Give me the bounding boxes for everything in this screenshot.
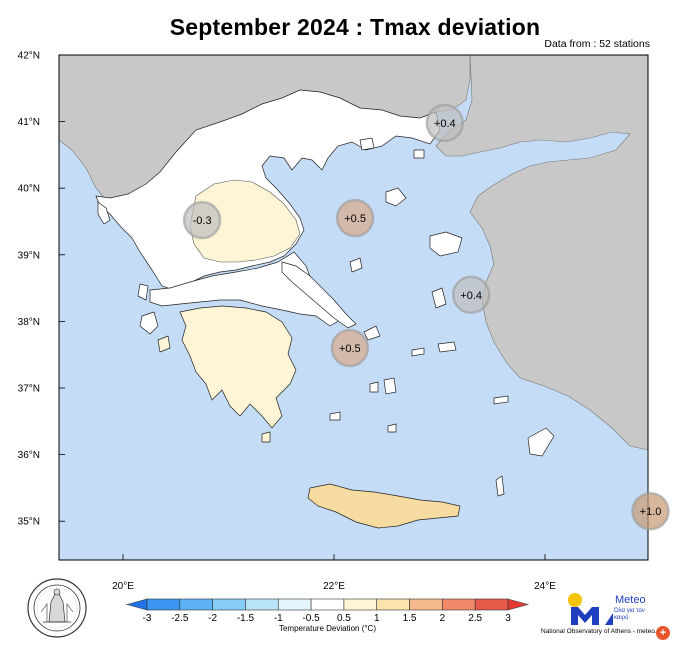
colorbar-segment (179, 598, 213, 611)
colorbar-segment (245, 598, 279, 611)
station-circle (425, 103, 465, 143)
colorbar-segment (474, 598, 509, 611)
station-bubble: +0.5 (335, 198, 375, 238)
turkey-land (435, 55, 648, 451)
colorbar-tick-label: -3 (143, 613, 152, 624)
longitude-axis: 20°E22°E24°E26°E28°E (112, 554, 556, 592)
station-value: +1.0 (640, 506, 662, 518)
lat-label: 36°N (18, 450, 40, 461)
karpathos-island (495, 475, 505, 497)
colorbar-tick-label: -1 (274, 613, 283, 624)
map-title: September 2024 : Tmax deviation (169, 14, 541, 40)
lat-label: 38°N (18, 317, 40, 328)
lat-label: 42°N (18, 51, 40, 62)
naxos-island (383, 377, 397, 395)
colorbar-segment (442, 598, 476, 611)
colorbar-high-arrow (507, 598, 530, 611)
colorbar-tick-label: 0.5 (337, 613, 351, 624)
station-value: +0.4 (460, 290, 482, 302)
rhodes-island (527, 427, 555, 457)
meteo-logo (568, 593, 613, 625)
station-circle (182, 200, 222, 240)
lat-label: 41°N (18, 117, 40, 128)
station-value: +0.5 (344, 213, 366, 225)
station-count: Data from : 52 stations (544, 38, 650, 50)
colorbar-segment (409, 598, 443, 611)
andros-island (363, 325, 381, 341)
meteo-tagline: Όλα για τον καιρό (614, 608, 645, 621)
colorbar-segment (146, 598, 181, 611)
crete-island (307, 483, 461, 529)
colorbar-tick-label: -2.5 (171, 613, 189, 624)
station-value: +0.5 (339, 343, 361, 355)
station-value: +0.4 (434, 118, 456, 130)
lefkada-island (137, 283, 149, 301)
lat-label: 39°N (18, 250, 40, 261)
thasos-island (359, 137, 375, 151)
colorbar-tick-label: -1.5 (237, 613, 255, 624)
colorbar-segment (310, 598, 345, 611)
colorbar-segment (212, 598, 246, 611)
lesbos-island (429, 231, 463, 257)
colorbar-segment (343, 598, 378, 611)
peloponnese-region (179, 305, 297, 429)
station-bubble: +0.4 (425, 103, 465, 143)
colorbar-tick-label: -0.5 (302, 613, 320, 624)
colorbar: -3 -2.5 -2 -1.5 -1 -0.5 0.5 1 1.5 2 2.5 3 Temperatur… (125, 598, 530, 633)
milos-island (329, 411, 341, 421)
lat-label: 40°N (18, 184, 40, 195)
lat-label: 35°N (18, 517, 40, 528)
zoom-in-icon[interactable]: + (656, 626, 670, 640)
skyros-island (349, 257, 363, 273)
map-frame (58, 54, 649, 561)
lon-label: 22°E (323, 581, 345, 592)
station-bubble: +0.4 (451, 275, 491, 315)
station-value: -0.3 (193, 215, 212, 227)
station-circle (631, 491, 670, 531)
meteo-brand-name: Meteo (615, 594, 646, 606)
santorini-island (387, 423, 397, 433)
samothrace-island (413, 149, 425, 159)
latitude-axis: 42°N 41°N 40°N 39°N 38°N 37°N 36°N 35°N (18, 51, 65, 528)
station-bubble: -0.3 (182, 200, 222, 240)
colorbar-tick-label: 1.5 (403, 613, 417, 624)
colorbar-tick-label: -2 (208, 613, 217, 624)
lon-label: 20°E (112, 581, 134, 592)
colorbar-tick-label: 3 (505, 613, 511, 624)
chios-island (431, 287, 447, 309)
station-circle (451, 275, 491, 315)
station-circle (335, 198, 375, 238)
noa-seal-logo (27, 578, 87, 638)
paros-island (369, 381, 379, 393)
zakynthos-island (157, 335, 171, 353)
kythira-island (261, 431, 271, 443)
colorbar-tick-label: 1 (374, 613, 380, 624)
euboea-island (281, 261, 357, 329)
colorbar-segment (277, 598, 312, 611)
kefalonia-island (139, 311, 159, 335)
station-bubble: +0.5 (330, 328, 370, 368)
corfu-island (97, 201, 111, 225)
noa-credit: National Observatory of Athens - meteo.g… (541, 628, 659, 635)
colorbar-low-arrow (125, 598, 148, 611)
lon-label: 24°E (534, 581, 556, 592)
station-circle (330, 328, 370, 368)
colorbar-label: Temperature Deviation (°C) (279, 624, 376, 633)
ikaria-island (411, 347, 425, 357)
colorbar-tick-label: 2.5 (468, 613, 482, 624)
station-bubbles: +0.4-0.3+0.5+0.4+0.7+0.5+1.0 (182, 103, 670, 531)
station-bubble: +1.0 (631, 491, 670, 531)
lemnos-island (385, 187, 407, 207)
colorbar-segment (376, 598, 410, 611)
lat-label: 37°N (18, 384, 40, 395)
colorbar-tick-label: 2 (440, 613, 446, 624)
samos-island (437, 341, 457, 353)
thessaly-region (189, 179, 301, 263)
kos-island (493, 395, 509, 405)
